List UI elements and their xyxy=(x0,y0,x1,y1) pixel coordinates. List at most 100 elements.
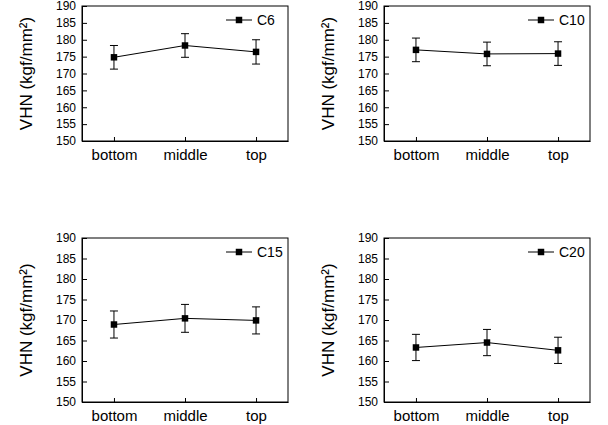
data-point xyxy=(111,321,117,327)
plot-frame xyxy=(384,6,590,141)
x-tick-label: middle xyxy=(163,407,207,424)
legend-item: C15 xyxy=(226,244,283,260)
y-tick: 170 xyxy=(56,67,87,81)
plot-frame xyxy=(82,238,288,402)
y-tick-mark xyxy=(384,382,389,383)
y-tick-mark xyxy=(384,300,389,301)
y-tick-label: 180 xyxy=(56,33,76,47)
y-tick: 155 xyxy=(358,375,389,389)
y-tick: 150 xyxy=(358,134,389,148)
y-tick-mark xyxy=(384,107,389,108)
y-tick-mark xyxy=(82,6,87,7)
y-tick-label: 150 xyxy=(358,395,378,409)
y-tick: 150 xyxy=(56,395,87,409)
data-point xyxy=(182,315,188,321)
y-tick-label: 160 xyxy=(56,101,76,115)
y-tick-label: 155 xyxy=(56,375,76,389)
legend-marker xyxy=(236,249,242,255)
x-tick-mark xyxy=(416,398,417,402)
y-tick-label: 165 xyxy=(56,334,76,348)
x-axis: bottom middle top xyxy=(385,398,591,424)
y-tick: 185 xyxy=(56,252,87,266)
y-tick-label: 160 xyxy=(358,101,378,115)
y-tick-mark xyxy=(82,57,87,58)
y-tick: 180 xyxy=(56,33,87,47)
y-tick-label: 185 xyxy=(56,252,76,266)
x-tick: top xyxy=(548,398,569,424)
x-tick-mark xyxy=(256,398,257,402)
x-tick-mark xyxy=(114,398,115,402)
y-tick-label: 170 xyxy=(56,313,76,327)
error-bar-line xyxy=(252,307,260,334)
y-tick: 160 xyxy=(56,354,87,368)
panel: 150155160165170175180185190bottommiddlet… xyxy=(17,231,289,423)
data-point xyxy=(555,50,561,56)
error-bar xyxy=(252,40,260,64)
figure: 150 155 160 165 170 175 180 185 190 bottom middle t… xyxy=(0,0,608,425)
y-tick: 175 xyxy=(56,50,87,64)
y-tick: 165 xyxy=(358,84,389,98)
y-tick-label: 155 xyxy=(358,375,378,389)
error-bar xyxy=(412,38,420,62)
error-bar-line xyxy=(483,329,491,355)
legend-label: C15 xyxy=(257,244,283,260)
x-tick: bottom xyxy=(394,137,440,163)
x-tick: middle xyxy=(465,137,509,163)
x-tick: top xyxy=(246,398,267,424)
error-bar-line xyxy=(181,34,189,58)
y-tick: 160 xyxy=(358,101,389,115)
plot-data xyxy=(110,304,260,338)
y-tick: 185 xyxy=(358,252,389,266)
data-point xyxy=(484,339,490,345)
x-tick-mark xyxy=(416,137,417,141)
plot-frame xyxy=(384,238,590,402)
x-tick-label: bottom xyxy=(92,407,138,424)
y-tick-mark xyxy=(384,40,389,41)
x-tick-mark xyxy=(185,137,186,141)
y-tick-label: 150 xyxy=(56,134,76,148)
y-axis-title: VHN (kgf/mm²) xyxy=(17,263,36,376)
error-bar xyxy=(181,34,189,58)
error-bar xyxy=(252,307,260,334)
y-tick-label: 175 xyxy=(56,293,76,307)
x-tick: bottom xyxy=(394,398,440,424)
y-tick: 155 xyxy=(358,117,389,131)
plot-data xyxy=(110,34,260,69)
y-tick-label: 190 xyxy=(358,0,378,13)
y-tick: 190 xyxy=(56,0,87,13)
y-tick-label: 185 xyxy=(358,252,378,266)
y-tick: 185 xyxy=(56,16,87,30)
x-axis-line xyxy=(83,402,289,403)
error-bar xyxy=(412,334,420,360)
y-tick-label: 175 xyxy=(56,50,76,64)
y-tick: 190 xyxy=(358,231,389,245)
y-tick-label: 165 xyxy=(358,334,378,348)
y-tick-label: 165 xyxy=(358,84,378,98)
y-tick-label: 165 xyxy=(56,84,76,98)
error-bar xyxy=(554,42,562,66)
y-tick: 170 xyxy=(56,313,87,327)
error-bar-line xyxy=(181,304,189,332)
plot-data xyxy=(412,38,562,66)
y-tick-mark xyxy=(82,90,87,91)
plot-frame xyxy=(82,6,288,141)
x-tick-label: top xyxy=(246,407,267,424)
y-tick-label: 190 xyxy=(56,0,76,13)
y-tick: 190 xyxy=(56,231,87,245)
x-tick-label: middle xyxy=(465,407,509,424)
x-axis-line xyxy=(385,141,591,142)
panel: 150155160165170175180185190bottommiddlet… xyxy=(319,231,591,423)
data-point xyxy=(413,344,419,350)
y-tick-label: 190 xyxy=(358,231,378,245)
y-tick-mark xyxy=(82,361,87,362)
x-axis: bottom middle top xyxy=(83,398,289,424)
y-tick: 165 xyxy=(56,84,87,98)
x-tick: middle xyxy=(465,398,509,424)
x-tick-mark xyxy=(487,398,488,402)
error-bar xyxy=(483,329,491,355)
y-tick-mark xyxy=(384,90,389,91)
x-tick-mark xyxy=(185,398,186,402)
error-bar xyxy=(483,42,491,66)
error-bar-line xyxy=(554,42,562,66)
y-tick-mark xyxy=(384,361,389,362)
